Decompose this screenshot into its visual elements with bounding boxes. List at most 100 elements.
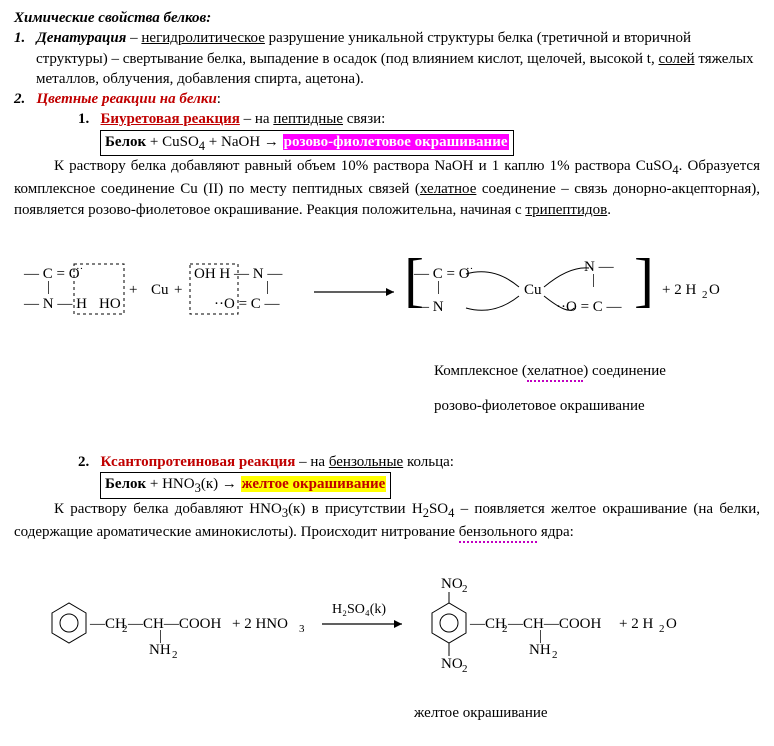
svg-text:NH: NH	[149, 642, 171, 658]
p2b: (к) в присутствии H	[288, 501, 423, 517]
sub1-ul: пептидные	[273, 111, 343, 127]
sub2-title: Ксантопротеиновая реакция	[101, 454, 296, 470]
p2a: К раствору белка добавляют HNO	[54, 501, 282, 517]
sub1-num: 1.	[78, 111, 89, 127]
p2e: ядра:	[537, 524, 574, 540]
reaction-scheme-1: — C = O ·· | — N — H HO + Cu + OH H — N …	[14, 236, 760, 346]
item1-dash: –	[126, 30, 141, 46]
box2-hl: желтое окрашивание	[241, 476, 387, 492]
svg-text:— N — H: — N — H	[23, 296, 87, 312]
box-1-row: Белок + CuSO4 + NaOH → розово-фиолетовое…	[14, 130, 760, 157]
svg-text:+: +	[174, 282, 182, 298]
svg-text:—CH—COOH: —CH—COOH	[507, 616, 602, 632]
reaction-scheme-2: —CH 2 —CH—COOH | NH 2 + 2 HNO 3 H₂SO₄(k)…	[14, 558, 760, 688]
svg-text:··O = C —: ··O = C —	[214, 296, 281, 312]
para-2: К раствору белка добавляют HNO3(к) в при…	[14, 499, 760, 542]
sub2-ul: бензольные	[329, 454, 403, 470]
box1-a: Белок	[105, 134, 146, 150]
svg-text:2: 2	[122, 623, 128, 635]
sub-2: 2. Ксантопротеиновая реакция – на бензол…	[14, 452, 760, 472]
sub2-dash: – на	[295, 454, 328, 470]
svg-text:—CH: —CH	[89, 616, 126, 632]
svg-text:+ 2 H: + 2 H	[662, 282, 696, 298]
box1-c: + NaOH →	[205, 134, 283, 150]
item2-colon: :	[217, 91, 221, 107]
p2-ul: бензольного	[459, 524, 537, 543]
svg-text:Cu: Cu	[524, 282, 542, 298]
svg-text:2: 2	[462, 663, 468, 675]
svg-text:OH H — N —: OH H — N —	[194, 266, 283, 282]
svg-text:—CH: —CH	[469, 616, 506, 632]
svg-text:]: ]	[634, 247, 654, 313]
svg-text:H₂SO₄(k): H₂SO₄(k)	[332, 602, 386, 617]
caption-1a: Комплексное (хелатное) соединение	[14, 361, 760, 381]
svg-text:+ 2 HNO: + 2 HNO	[232, 616, 288, 632]
svg-text:2: 2	[172, 649, 178, 661]
cap1c: розово-фиолетовое окрашивание	[434, 398, 645, 414]
box2-c: (к) →	[201, 476, 241, 492]
svg-text:Cu: Cu	[151, 282, 169, 298]
reaction-box-2: Белок + HNO3(к) → желтое окрашивание	[100, 472, 391, 499]
cap1a: Комплексное (	[434, 363, 527, 379]
svg-text:NO: NO	[441, 656, 463, 672]
svg-text:2: 2	[552, 649, 558, 661]
item-1: 1. Денатурация – негидролитическое разру…	[14, 28, 760, 89]
svg-text:O: O	[666, 616, 677, 632]
svg-text:N —: N —	[584, 259, 615, 275]
item1-num: 1.	[14, 30, 25, 46]
caption-2: желтое окрашивание	[14, 703, 760, 723]
sub1-dash: – на	[240, 111, 273, 127]
reaction-box-1: Белок + CuSO4 + NaOH → розово-фиолетовое…	[100, 130, 514, 157]
p1-ul2: трипептидов	[525, 202, 607, 218]
svg-text:— C = O: — C = O	[23, 266, 80, 282]
item-2: 2. Цветные реакции на белки:	[14, 89, 760, 109]
svg-text:+: +	[129, 282, 137, 298]
caption-1b: розово-фиолетовое окрашивание	[14, 396, 760, 416]
scheme1-svg: — C = O ·· | — N — H HO + Cu + OH H — N …	[14, 236, 754, 346]
svg-text:··: ··	[76, 263, 83, 275]
item1-ul2: солей	[658, 51, 694, 67]
item1-ul1: негидролитическое	[141, 30, 265, 46]
svg-text:3: 3	[299, 623, 305, 635]
svg-text:O: O	[709, 282, 720, 298]
item1-title: Денатурация	[37, 30, 127, 46]
item2-title: Цветные реакции на белки	[37, 91, 217, 107]
sub-1: 1. Биуретовая реакция – на пептидные свя…	[14, 109, 760, 129]
svg-text:NH: NH	[529, 642, 551, 658]
svg-text:+ 2 H: + 2 H	[619, 616, 653, 632]
svg-text:NO: NO	[441, 576, 463, 592]
svg-text:2: 2	[702, 289, 708, 301]
para-1: К раствору белка добавляют равный объем …	[14, 156, 760, 219]
box-2-row: Белок + HNO3(к) → желтое окрашивание	[14, 472, 760, 499]
p2c: SO	[429, 501, 448, 517]
svg-text:2: 2	[462, 583, 468, 595]
box2-a: Белок	[105, 476, 146, 492]
svg-text:··O = C —: ··O = C —	[556, 299, 623, 315]
svg-text:—CH—COOH: —CH—COOH	[127, 616, 222, 632]
sub2-txt: кольца:	[403, 454, 454, 470]
p1-ul1: хелатное	[420, 181, 476, 197]
svg-text:|: |	[592, 272, 595, 288]
box2-b: + HNO	[146, 476, 194, 492]
box1-b: + CuSO	[146, 134, 199, 150]
cap2: желтое окрашивание	[414, 705, 548, 721]
sub2-num: 2.	[78, 454, 89, 470]
cap1w: хелатное	[527, 363, 583, 382]
cap1b: ) соединение	[583, 363, 666, 379]
box1-hl: розово-фиолетовое окрашивание	[283, 134, 509, 150]
svg-text:2: 2	[659, 623, 665, 635]
svg-text:HO: HO	[99, 296, 121, 312]
p1a: К раствору белка добавляют равный объем …	[54, 158, 672, 174]
svg-text:|: |	[266, 279, 269, 295]
svg-text:|: |	[47, 279, 50, 295]
title-text: Химические свойства белков:	[14, 10, 211, 26]
item2-num: 2.	[14, 91, 25, 107]
svg-text:|: |	[437, 279, 440, 295]
svg-text:[: [	[404, 247, 424, 313]
sub1-title: Биуретовая реакция	[101, 111, 240, 127]
scheme2-svg: —CH 2 —CH—COOH | NH 2 + 2 HNO 3 H₂SO₄(k)…	[14, 558, 754, 688]
title: Химические свойства белков:	[14, 8, 760, 28]
sub1-txt: связи:	[343, 111, 385, 127]
svg-text:2: 2	[502, 623, 508, 635]
p1d: .	[607, 202, 611, 218]
